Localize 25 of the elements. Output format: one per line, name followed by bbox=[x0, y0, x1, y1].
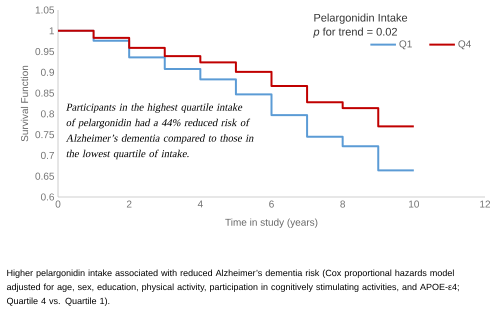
annotation: Participants in the highest quartile intake of pelargonidin had a 44% reduced risk of Alzheimer’s dementia compared to those in the lowest quartile of intake. bbox=[66, 103, 254, 160]
y-tick-label: 0.6 bbox=[40, 193, 54, 201]
y-tick-label: 0.95 bbox=[35, 48, 54, 56]
y-tick-label: 0.65 bbox=[35, 172, 54, 180]
x-tick-label: 0 bbox=[56, 200, 60, 208]
y-tick-label: 0.75 bbox=[35, 131, 54, 138]
y-tick-label: 0.85 bbox=[35, 90, 54, 97]
y-axis-title: Survival Function bbox=[20, 66, 28, 142]
y-tick-label: 0.8 bbox=[40, 110, 54, 118]
y-tick-label: 0.9 bbox=[40, 68, 54, 76]
legend-label: Q4 bbox=[458, 40, 471, 50]
text: Higher pelargonidin intake associated with reduced Alzheimer’s dementia risk (Cox proportional hazards model adjusted for age, sex, education, physical activity, participation in cognitively stimulating activities, and APOE-ε4; Quartile 4 vs. Quartile 1). bbox=[6, 270, 459, 306]
y-tick-label: 0.7 bbox=[40, 152, 54, 159]
annotation: Pelargonidin Intake bbox=[314, 14, 408, 24]
x-tick-label: 4 bbox=[198, 200, 203, 208]
x-axis-title: Time in study (years) bbox=[225, 218, 318, 228]
x-tick-label: 2 bbox=[126, 200, 132, 208]
x-tick-label: 6 bbox=[269, 200, 274, 208]
x-tick-label: 12 bbox=[480, 200, 490, 208]
annotation: p for trend = 0.02 bbox=[313, 28, 397, 38]
y-tick-label: 1.05 bbox=[36, 6, 54, 14]
x-tick-label: 8 bbox=[340, 200, 346, 208]
x-tick-label: 10 bbox=[409, 200, 420, 208]
y-tick-label: 1 bbox=[50, 27, 54, 34]
legend-label: Q1 bbox=[399, 40, 412, 50]
